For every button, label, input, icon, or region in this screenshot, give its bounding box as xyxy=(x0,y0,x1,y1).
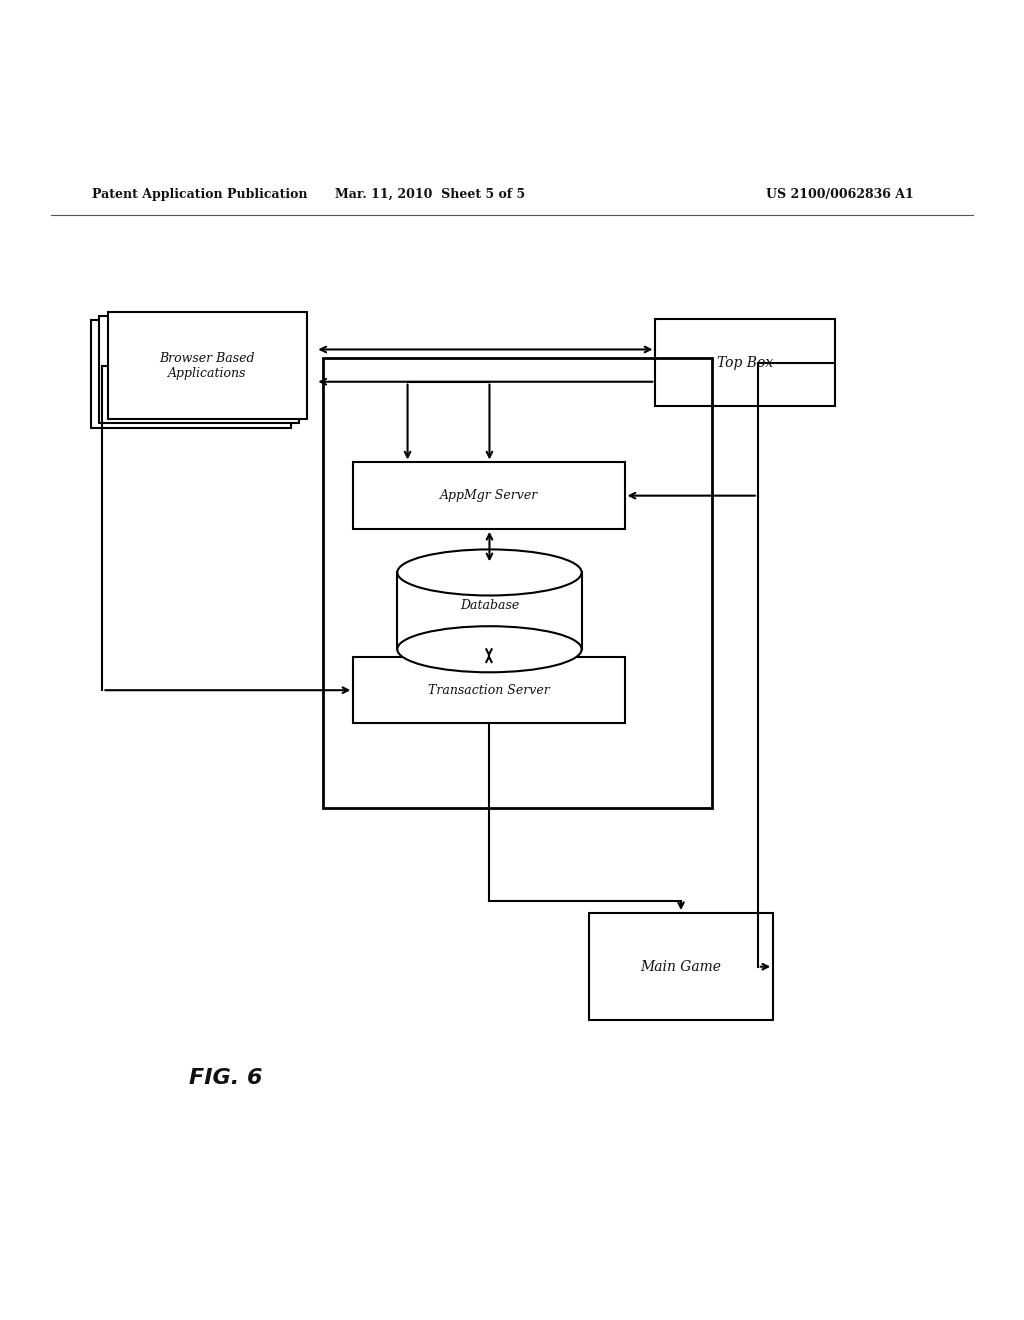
Text: AppMgr Server: AppMgr Server xyxy=(440,490,538,502)
Text: Transaction Server: Transaction Server xyxy=(428,684,550,697)
Bar xyxy=(655,319,835,407)
Text: Patent Application Publication: Patent Application Publication xyxy=(92,187,307,201)
Ellipse shape xyxy=(397,626,582,672)
Text: Browser Based
Applications: Browser Based Applications xyxy=(160,351,255,380)
Bar xyxy=(108,312,307,420)
Text: Database: Database xyxy=(460,599,519,612)
Bar xyxy=(353,657,625,723)
Ellipse shape xyxy=(397,549,582,595)
Text: US 2100/0062836 A1: US 2100/0062836 A1 xyxy=(766,187,913,201)
Bar xyxy=(589,913,773,1020)
Bar xyxy=(353,462,625,529)
Text: Top Box: Top Box xyxy=(717,355,773,370)
Bar xyxy=(323,358,712,808)
Text: Main Game: Main Game xyxy=(640,960,722,974)
Text: FIG. 6: FIG. 6 xyxy=(188,1068,262,1088)
Bar xyxy=(99,315,299,424)
Text: Mar. 11, 2010  Sheet 5 of 5: Mar. 11, 2010 Sheet 5 of 5 xyxy=(335,187,525,201)
Bar xyxy=(91,319,291,428)
